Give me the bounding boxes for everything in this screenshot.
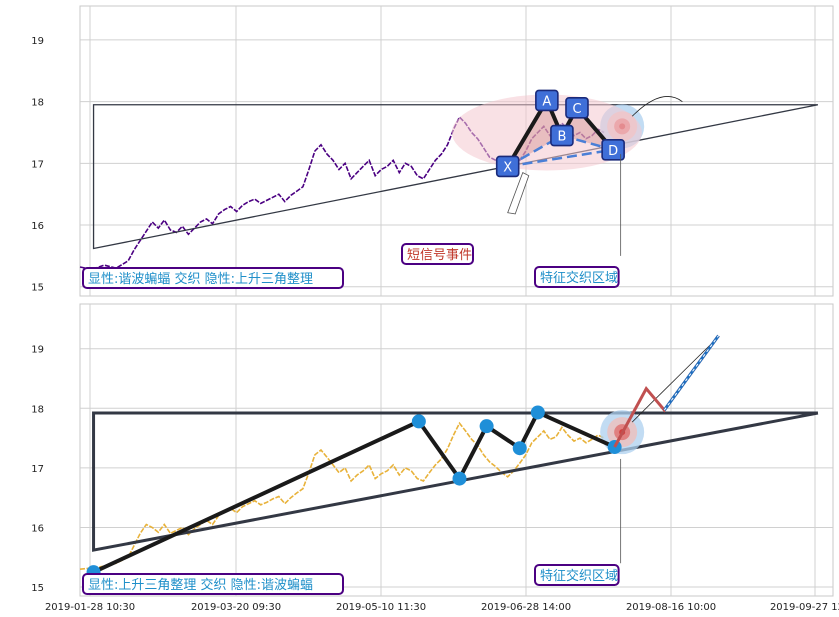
x-tick-label: 2019-01-28 10:30 (45, 602, 135, 613)
pattern-point-c: C (565, 97, 589, 119)
pattern-point-a: A (535, 89, 559, 112)
top-panel: 15 16 17 18 19 X A BC D 显性:谐波蝙蝠 交织 隐性:上升三角整理 短信号事件… (31, 5, 834, 297)
pattern-summary-label: 显性:上升三角整理 交织 隐性:谐波蝙蝠 (82, 573, 344, 595)
pattern-point-b: B (550, 124, 574, 147)
x-tick-label: 2019-08-16 10:00 (626, 602, 716, 613)
y-tick-label: 19 (31, 345, 44, 356)
zigzag-node (452, 471, 467, 486)
svg-text:特征交织区域: 特征交织区域 (540, 568, 618, 584)
pattern-point-x: X (495, 155, 520, 178)
zigzag-node (479, 419, 494, 434)
zigzag-node (411, 414, 426, 429)
pattern-zone (451, 94, 642, 171)
xd-dashed (507, 148, 614, 168)
zigzag-node (530, 405, 545, 420)
y-tick-label: 16 (31, 523, 44, 534)
y-tick-label: 16 (31, 221, 44, 232)
svg-text:C: C (572, 102, 581, 117)
ascending-triangle (92, 104, 819, 250)
projection-leg (663, 334, 720, 411)
zigzag-node (512, 441, 527, 456)
svg-text:B: B (557, 130, 566, 145)
xab-triangle (507, 100, 562, 167)
svg-text:D: D (608, 144, 618, 159)
feature-zone-label: 特征交织区域 (534, 564, 620, 586)
x-tick-label: 2019-05-10 11:30 (336, 602, 426, 613)
x-axis: 2019-01-28 10:30 2019-03-20 09:30 2019-05-… (45, 602, 839, 613)
x-tick-label: 2019-03-20 09:30 (191, 602, 281, 613)
pattern-point-d: D (601, 138, 625, 161)
y-tick-label: 18 (31, 98, 44, 109)
y-tick-label: 19 (31, 36, 44, 47)
projection-arc (631, 96, 683, 117)
svg-text:A: A (542, 94, 551, 109)
y-tick-label: 18 (31, 404, 44, 415)
signal-pointer (507, 172, 530, 215)
bottom-panel: 15 16 17 18 19 显性:上升三角整理 交织 隐性:谐波蝙蝠 特征交织区域 (31, 303, 834, 597)
pattern-summary-label: 显性:谐波蝙蝠 交织 隐性:上升三角整理 (82, 267, 344, 289)
projection-arc (631, 336, 719, 423)
y-tick-label: 17 (31, 159, 44, 170)
short-signal-label: 短信号事件 (401, 243, 474, 265)
svg-text:短信号事件: 短信号事件 (407, 248, 472, 263)
svg-text:显性:谐波蝙蝠 交织 隐性:上升三角整理: 显性:谐波蝙蝠 交织 隐性:上升三角整理 (88, 271, 313, 287)
y-tick-label: 17 (31, 464, 44, 475)
svg-text:X: X (503, 160, 512, 175)
y-tick-label: 15 (31, 583, 44, 594)
svg-text:特征交织区域: 特征交织区域 (540, 270, 618, 286)
feature-zone-label: 特征交织区域 (534, 266, 620, 288)
plot-area (79, 303, 834, 597)
y-tick-label: 15 (31, 283, 44, 294)
x-tick-label: 2019-06-28 14:00 (481, 602, 571, 613)
svg-text:显性:上升三角整理 交织 隐性:谐波蝙蝠: 显性:上升三角整理 交织 隐性:谐波蝙蝠 (88, 577, 313, 593)
x-tick-label: 2019-09-27 12:00 (770, 602, 839, 613)
